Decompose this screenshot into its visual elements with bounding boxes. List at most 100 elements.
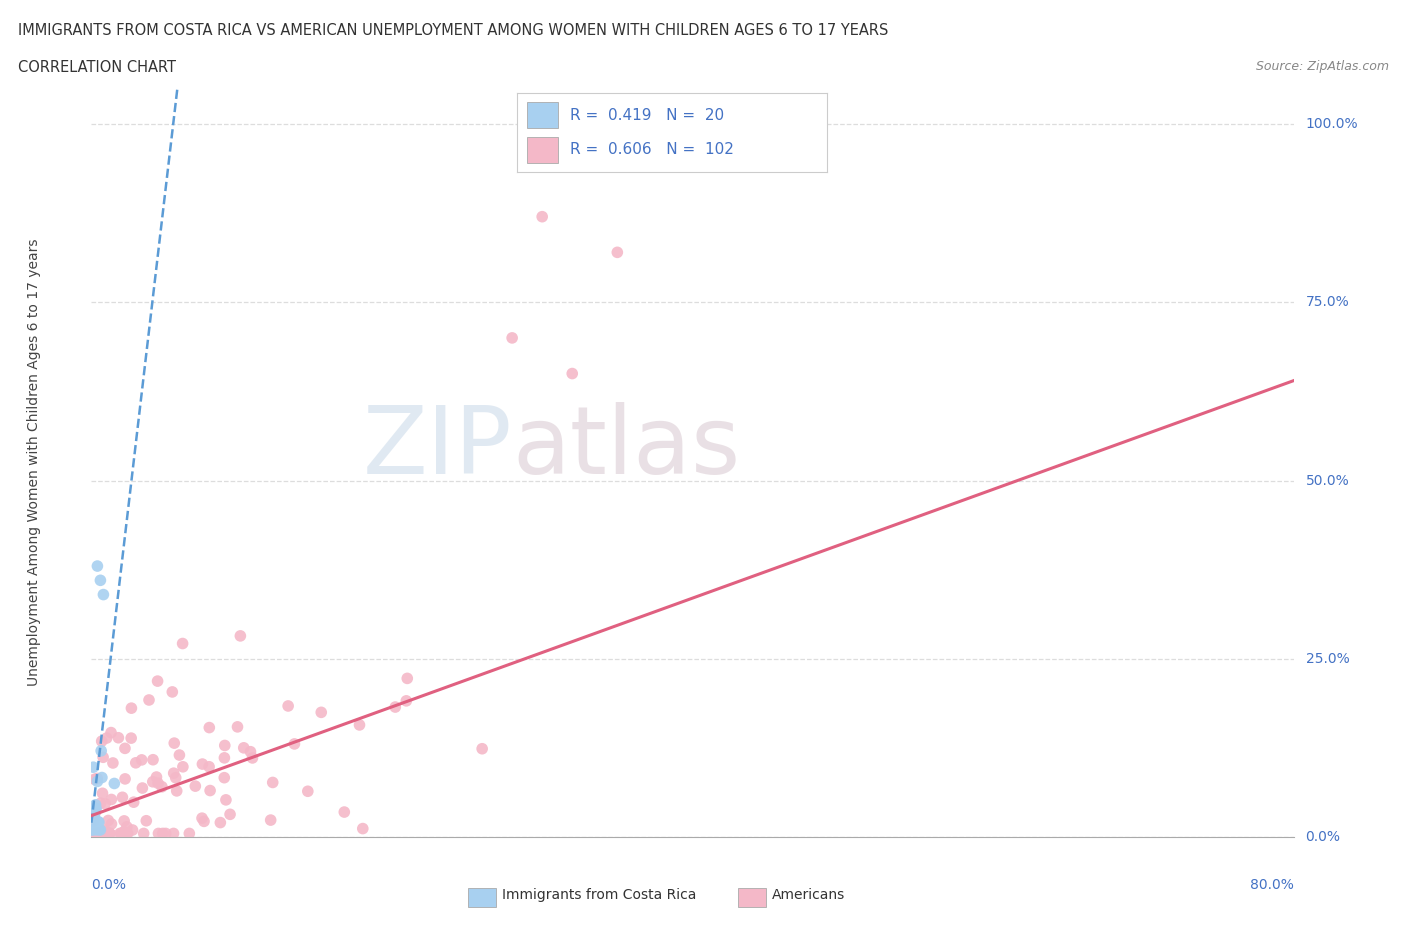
Point [191, 811, 214, 826]
Point [184, 778, 207, 793]
Point [162, 826, 184, 841]
Point [142, 775, 165, 790]
Point [100, 817, 122, 831]
Point [112, 814, 135, 829]
Point [169, 748, 191, 763]
Point [101, 755, 124, 770]
Point [396, 671, 419, 685]
Point [87, 815, 110, 830]
Point [142, 752, 165, 767]
Point [84, 822, 107, 837]
Text: R =  0.419   N =  20: R = 0.419 N = 20 [569, 108, 724, 123]
Point [82, 822, 104, 837]
Point [297, 784, 319, 799]
Text: CORRELATION CHART: CORRELATION CHART [18, 60, 176, 75]
Point [94, 796, 117, 811]
Point [87, 815, 110, 830]
Point [214, 770, 236, 785]
Point [166, 783, 188, 798]
Point [214, 751, 236, 765]
Point [606, 245, 628, 259]
Point [277, 698, 299, 713]
Point [93, 587, 115, 602]
Point [94, 823, 117, 838]
Text: Unemployment Among Women with Children Ages 6 to 17 years: Unemployment Among Women with Children A… [27, 239, 41, 686]
Point [148, 826, 170, 841]
Point [83, 807, 105, 822]
Text: ZIP: ZIP [363, 402, 512, 494]
Point [96, 826, 118, 841]
Point [135, 814, 157, 829]
Point [82, 802, 104, 817]
Point [121, 822, 143, 837]
Point [179, 826, 201, 841]
Point [86, 826, 108, 841]
Text: 0.0%: 0.0% [1306, 830, 1340, 844]
Point [125, 755, 148, 770]
Point [84, 826, 107, 841]
Point [84, 801, 107, 816]
Point [83, 814, 105, 829]
Point [90, 734, 112, 749]
Point [309, 705, 332, 720]
Point [98, 826, 121, 841]
Text: Immigrants from Costa Rica: Immigrants from Costa Rica [502, 887, 696, 902]
Point [349, 717, 371, 732]
Point [198, 783, 221, 798]
Point [239, 744, 262, 759]
Point [131, 752, 153, 767]
Point [86, 771, 108, 786]
Point [163, 736, 186, 751]
Point [83, 772, 105, 787]
Point [395, 694, 418, 709]
Point [561, 366, 583, 381]
Point [198, 720, 221, 735]
Point [198, 759, 221, 774]
Point [145, 770, 167, 785]
Point [103, 776, 125, 790]
Point [260, 813, 283, 828]
Bar [527, 102, 558, 127]
Point [112, 824, 135, 839]
Point [91, 750, 114, 764]
Point [82, 826, 104, 841]
Point [91, 824, 114, 839]
Point [89, 822, 111, 837]
Point [90, 796, 112, 811]
Point [471, 741, 494, 756]
Text: Americans: Americans [772, 887, 845, 902]
Point [172, 760, 194, 775]
Text: 25.0%: 25.0% [1306, 652, 1350, 666]
Point [146, 776, 169, 790]
Point [232, 740, 254, 755]
Point [711, 116, 734, 131]
Text: 75.0%: 75.0% [1306, 295, 1350, 310]
Point [87, 826, 110, 841]
Text: 100.0%: 100.0% [1306, 117, 1358, 131]
Point [132, 826, 155, 841]
Point [215, 792, 238, 807]
Point [87, 826, 110, 841]
Point [87, 822, 110, 837]
Point [165, 770, 187, 785]
Point [219, 807, 242, 822]
Point [384, 699, 406, 714]
Text: IMMIGRANTS FROM COSTA RICA VS AMERICAN UNEMPLOYMENT AMONG WOMEN WITH CHILDREN AG: IMMIGRANTS FROM COSTA RICA VS AMERICAN U… [18, 23, 889, 38]
Point [191, 757, 214, 772]
Point [89, 826, 111, 841]
Point [152, 826, 174, 841]
Point [155, 826, 177, 841]
Point [172, 636, 194, 651]
Point [111, 826, 134, 841]
Point [229, 629, 252, 644]
Point [352, 821, 374, 836]
Point [209, 815, 232, 830]
Point [114, 741, 136, 756]
Point [82, 760, 104, 775]
Point [242, 751, 264, 765]
Point [115, 819, 138, 834]
Point [84, 804, 107, 819]
Point [163, 765, 186, 780]
Point [84, 802, 107, 817]
Point [90, 770, 112, 785]
